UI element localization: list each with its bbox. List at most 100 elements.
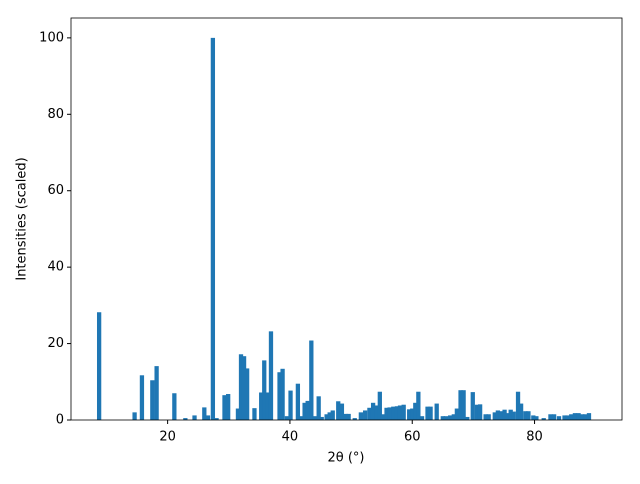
bar	[461, 390, 466, 420]
bar	[541, 418, 546, 420]
bar	[586, 413, 592, 420]
bar	[367, 407, 372, 420]
bar	[363, 410, 368, 420]
y-tick-label: 60	[47, 183, 64, 198]
bar	[280, 368, 285, 420]
x-axis-label: 2θ (°)	[327, 451, 364, 466]
bar	[268, 331, 274, 420]
bar	[384, 407, 389, 420]
bar	[428, 406, 433, 420]
bar	[551, 414, 557, 420]
bar	[377, 391, 382, 420]
bar	[312, 416, 318, 420]
bar	[443, 416, 449, 420]
y-tick-label: 100	[39, 30, 64, 45]
bar	[374, 405, 379, 420]
bar	[214, 418, 219, 420]
bar	[205, 415, 211, 420]
bar	[172, 393, 177, 420]
bar	[410, 408, 415, 420]
bar	[288, 390, 293, 420]
bar	[502, 409, 507, 420]
bar	[531, 415, 536, 420]
bar	[252, 408, 257, 420]
bar	[330, 410, 335, 420]
bar	[96, 312, 102, 420]
bar	[192, 415, 197, 420]
bar	[470, 392, 475, 420]
bar	[387, 407, 392, 420]
bar	[183, 418, 188, 420]
bar	[316, 396, 321, 420]
bar	[448, 415, 453, 420]
bar	[523, 411, 528, 420]
bar	[305, 400, 310, 420]
bar	[511, 411, 516, 420]
bar	[518, 403, 524, 420]
bar	[583, 414, 588, 420]
bar	[222, 395, 227, 420]
y-tick-label: 80	[47, 107, 64, 122]
bar	[358, 412, 364, 420]
bar	[556, 416, 562, 420]
bar	[416, 391, 421, 420]
bar	[370, 402, 376, 420]
y-axis-label: Intensities (scaled)	[15, 157, 30, 280]
bar	[465, 416, 470, 420]
bar	[235, 408, 241, 420]
bar	[498, 411, 504, 420]
bar	[277, 372, 282, 420]
bar	[474, 404, 480, 420]
bar	[425, 406, 430, 420]
bar	[150, 380, 155, 420]
bar	[492, 412, 497, 420]
bar	[440, 416, 445, 420]
bar	[508, 409, 513, 420]
bar	[380, 414, 386, 420]
bar	[434, 403, 439, 420]
bar	[515, 391, 521, 420]
bar	[526, 411, 531, 420]
bar	[319, 416, 324, 420]
y-tick-label: 0	[56, 413, 64, 428]
plot-frame	[70, 17, 623, 421]
bar	[343, 413, 348, 420]
bar	[346, 413, 351, 420]
bar	[295, 383, 301, 420]
bar	[244, 368, 250, 420]
bar	[413, 402, 418, 420]
bar	[397, 405, 403, 420]
y-tick-label: 20	[47, 336, 64, 351]
bar	[352, 418, 357, 420]
bar	[562, 415, 567, 420]
bar	[132, 412, 137, 420]
bar	[477, 404, 483, 420]
x-tick-label: 40	[282, 430, 299, 445]
bar	[548, 414, 553, 420]
bar	[154, 366, 159, 420]
bar	[238, 354, 244, 420]
bar	[262, 360, 267, 420]
bar	[284, 416, 290, 420]
bar	[299, 416, 304, 420]
x-tick-label: 60	[404, 430, 421, 445]
bar	[580, 414, 585, 420]
bar	[572, 413, 578, 420]
bar	[336, 401, 341, 420]
bar	[486, 414, 491, 420]
bar	[454, 408, 460, 420]
bar	[339, 403, 345, 420]
bar	[401, 404, 406, 420]
bar	[202, 407, 207, 420]
bar	[327, 412, 332, 420]
y-tick-label: 40	[47, 260, 64, 275]
bar	[259, 392, 264, 420]
bar	[534, 416, 539, 420]
bar	[407, 409, 412, 420]
bar	[419, 416, 425, 420]
bar	[576, 413, 581, 420]
x-tick-label: 20	[159, 430, 176, 445]
bar	[324, 414, 329, 420]
bar	[495, 410, 500, 420]
bar	[458, 390, 463, 420]
